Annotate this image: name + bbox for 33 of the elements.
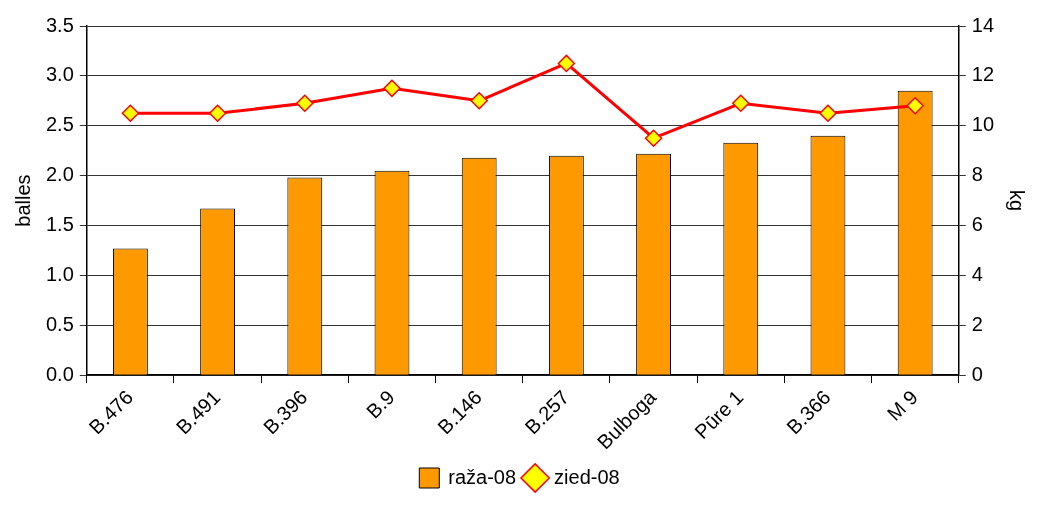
y2-tick-label: 0	[971, 362, 983, 385]
point	[470, 92, 488, 110]
y-axis-title: balles	[11, 174, 34, 227]
y-tick-label: 3.0	[45, 63, 74, 86]
y2-tick-label: 2	[971, 312, 983, 335]
point	[644, 129, 663, 147]
y-tick-label: 2.5	[45, 113, 74, 136]
legend-label: raža-08	[448, 465, 517, 488]
point	[732, 94, 750, 113]
x-tick-label: Pūre 1	[690, 385, 748, 444]
y2-tick-label: 12	[971, 63, 994, 86]
y2-tick-label: 14	[971, 13, 994, 36]
point	[121, 104, 140, 123]
point	[208, 104, 227, 123]
y-tick-label: 0.5	[45, 312, 74, 335]
y-tick-label: 2.0	[45, 163, 74, 186]
point	[296, 94, 314, 113]
y2-tick-label: 8	[971, 163, 983, 186]
point	[819, 104, 837, 123]
point	[557, 54, 576, 73]
y-tick-label: 3.5	[45, 13, 74, 36]
point	[906, 97, 924, 115]
y-tick-label: 0.0	[45, 362, 74, 385]
y2-axis-title: kg	[1006, 190, 1029, 212]
y-tick-label: 1.5	[45, 213, 74, 236]
x-tick-label: M 9	[882, 385, 922, 425]
y2-tick-label: 4	[971, 262, 983, 285]
x-tick-label: B.9	[361, 385, 399, 423]
y-tick-label: 1.0	[45, 262, 74, 285]
y2-tick-label: 6	[971, 213, 983, 236]
y2-tick-label: 10	[971, 113, 994, 136]
point	[383, 79, 401, 98]
legend-label: zied-08	[554, 465, 620, 488]
